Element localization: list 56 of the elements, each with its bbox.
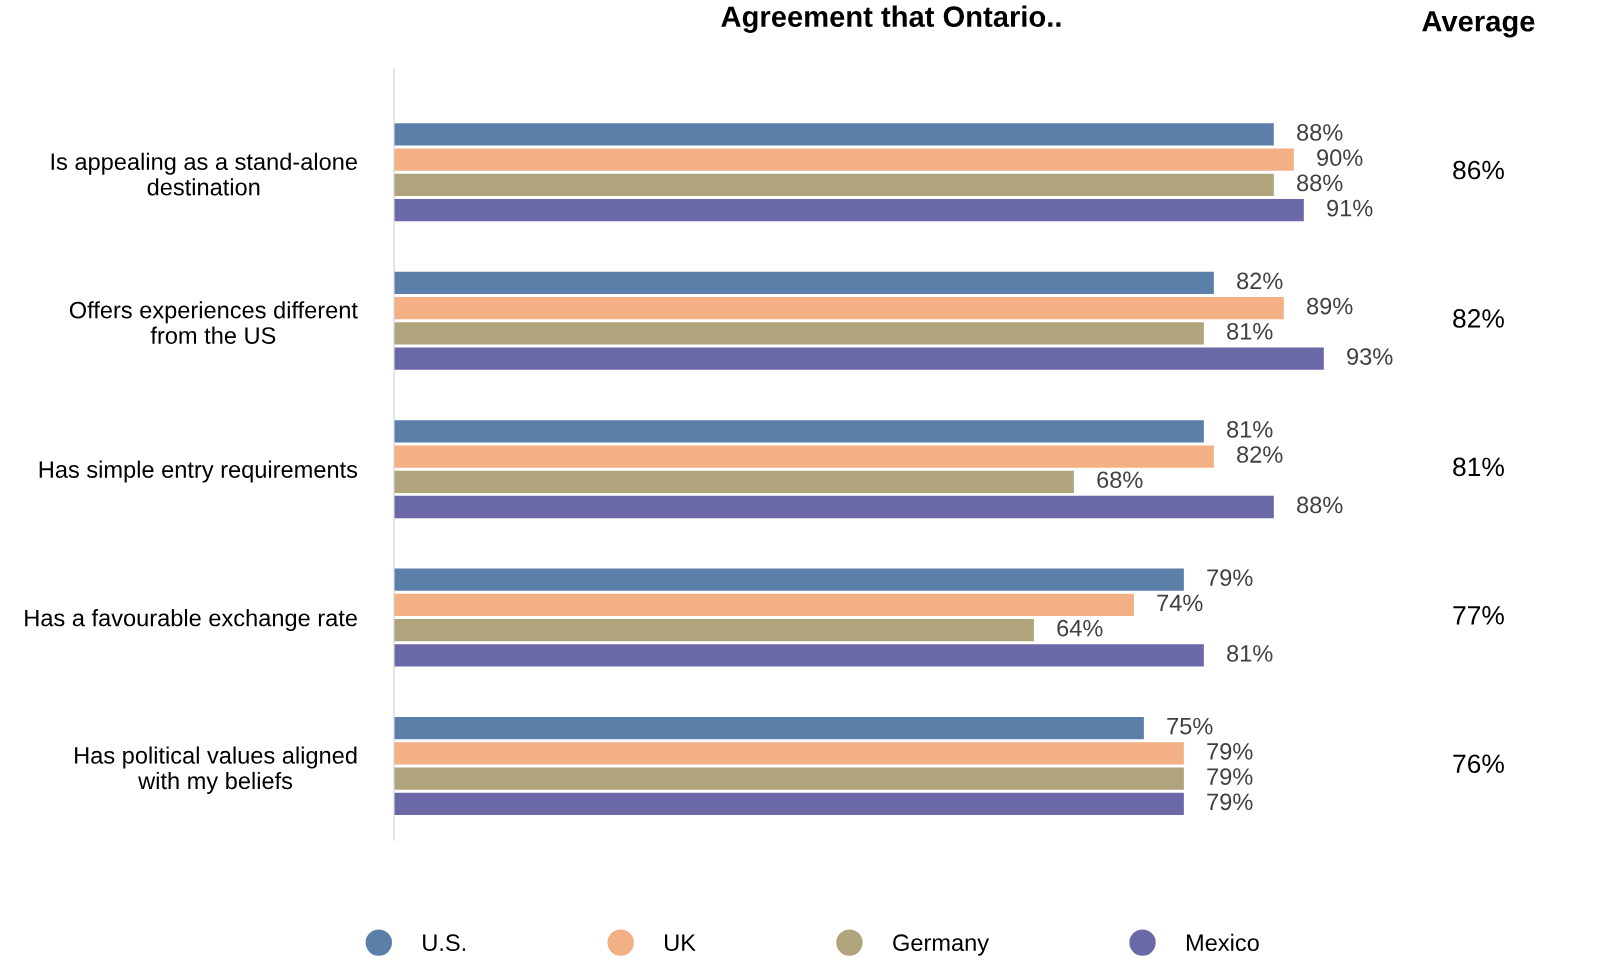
bar (394, 173, 1274, 197)
data-label: 64% (1057, 619, 1103, 637)
bar (394, 271, 1214, 294)
bar (394, 767, 1184, 790)
bar (394, 470, 1074, 493)
data-label: 74% (1157, 594, 1203, 612)
data-label: 88% (1297, 496, 1343, 514)
text: 77% (1453, 606, 1504, 625)
legend-label: U.S. (423, 934, 466, 952)
bar (394, 619, 1034, 642)
text: 82% (1453, 309, 1504, 328)
data-label: 79% (1207, 569, 1253, 587)
legend-label: Germany (893, 934, 990, 956)
data-label: 82% (1237, 446, 1283, 463)
bar (394, 445, 1214, 468)
data-label: 93% (1347, 348, 1393, 365)
data-label: 79% (1207, 793, 1253, 811)
bar (394, 792, 1184, 815)
bar (394, 717, 1144, 740)
bar (394, 644, 1204, 667)
y-tick-label: Has a favourable exchange rate (25, 609, 357, 632)
bar (394, 199, 1304, 222)
data-label: 81% (1227, 645, 1273, 662)
legend-label: UK (665, 934, 696, 952)
data-label: 68% (1097, 471, 1143, 489)
bar (394, 495, 1274, 519)
bar (394, 568, 1184, 591)
y-tick-label: Offers experiences different from the US (69, 301, 358, 344)
y-tick-label: Has political values aligned with my beliefs (75, 746, 357, 794)
text: 86% (1453, 160, 1504, 180)
data-label: 79% (1207, 743, 1253, 760)
bar (394, 347, 1324, 370)
data-label: 90% (1317, 149, 1363, 167)
data-label: 81% (1227, 420, 1273, 438)
data-label: 88% (1297, 124, 1343, 141)
legend-label: Mexico (1186, 933, 1259, 952)
text: 76% (1453, 754, 1504, 774)
data-label: 79% (1207, 768, 1253, 785)
bar (394, 148, 1294, 171)
bar (394, 742, 1184, 765)
data-label: 75% (1167, 717, 1213, 735)
chart-title: Agreement that Ontario.. (721, 5, 1061, 33)
text: Average (1422, 11, 1535, 38)
y-tick-label: Is appealing as a stand-alone destination (51, 152, 357, 196)
bar (394, 123, 1274, 146)
data-label: 88% (1297, 174, 1343, 192)
data-label: 91% (1327, 199, 1373, 217)
text: 81% (1453, 457, 1504, 477)
data-label: 82% (1237, 272, 1283, 290)
y-tick-label: Has simple entry requirements (39, 460, 358, 483)
data-label: 81% (1227, 322, 1273, 340)
bar (394, 322, 1204, 345)
bar (394, 420, 1204, 443)
data-label: 89% (1307, 297, 1353, 315)
bar (394, 296, 1284, 320)
bar (394, 593, 1134, 617)
